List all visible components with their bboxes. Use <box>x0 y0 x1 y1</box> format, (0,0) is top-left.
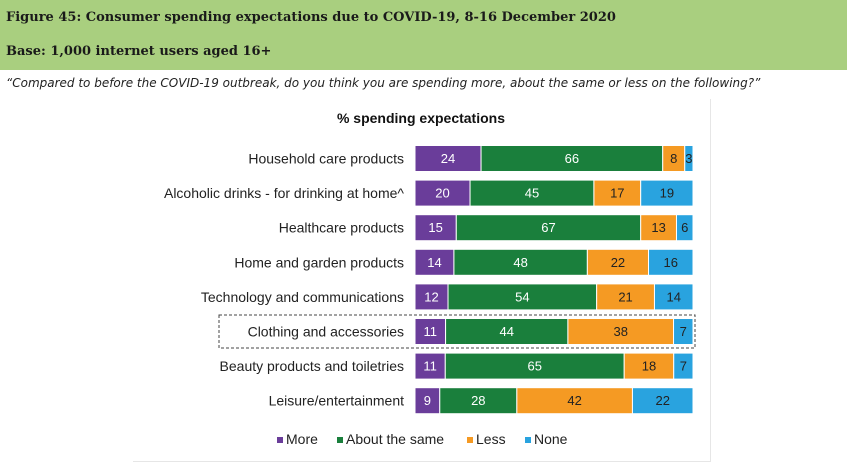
category-label: Household care products <box>248 151 404 167</box>
data-label: 42 <box>567 393 581 408</box>
category-label: Leisure/entertainment <box>269 393 405 409</box>
data-label: 15 <box>428 220 442 235</box>
legend-swatch-less <box>467 437 473 443</box>
category-label: Beauty products and toiletries <box>220 358 404 374</box>
legend-label-more: More <box>286 431 318 447</box>
data-label: 65 <box>527 359 541 374</box>
category-label: Healthcare products <box>279 220 404 236</box>
bar-segment-about-the-same <box>444 352 625 380</box>
data-label: 3 <box>685 151 692 166</box>
data-label: 13 <box>651 220 665 235</box>
legend-swatch-none <box>525 437 531 443</box>
data-label: 66 <box>565 151 579 166</box>
bar-segment-none <box>640 179 694 207</box>
survey-question: “Compared to before the COVID-19 outbrea… <box>6 76 761 90</box>
data-label: 24 <box>441 151 455 166</box>
category-label: Clothing and accessories <box>248 324 404 340</box>
chart-panel: % spending expectations Household care pr… <box>133 99 711 462</box>
chart-title: % spending expectations <box>337 110 505 126</box>
data-label: 14 <box>427 255 441 270</box>
bar-segment-more <box>414 145 482 172</box>
data-label: 7 <box>680 359 687 374</box>
bar-segment-about-the-same <box>469 179 595 207</box>
bar-segment-none <box>631 387 694 415</box>
data-label: 48 <box>513 255 527 270</box>
bar-segment-about-the-same <box>453 248 588 276</box>
bar-segment-about-the-same <box>445 318 569 345</box>
bar-segment-more <box>414 318 447 345</box>
bar-segment-none <box>675 214 694 242</box>
bar-segment-about-the-same <box>480 145 664 172</box>
bar-segment-about-the-same <box>455 214 642 242</box>
legend-swatch-about-the-same <box>337 437 343 443</box>
data-label: 16 <box>664 255 678 270</box>
figure-title: Figure 45: Consumer spending expectation… <box>6 10 616 25</box>
data-label: 11 <box>423 359 437 374</box>
bar-segment-more <box>414 283 449 311</box>
bar-segment-none <box>673 352 694 380</box>
legend-swatch-more <box>277 437 283 443</box>
data-label: 20 <box>435 186 449 201</box>
bar-segment-more <box>414 248 455 276</box>
bar-segment-none <box>673 318 694 345</box>
legend-label-about-the-same: About the same <box>346 431 444 447</box>
data-label: 54 <box>515 289 529 304</box>
bar-segment-more <box>414 352 446 380</box>
data-label: 8 <box>670 151 677 166</box>
data-label: 22 <box>611 255 625 270</box>
category-label: Alcoholic drinks - for drinking at home^ <box>164 185 404 201</box>
category-label: Technology and communications <box>201 289 404 305</box>
data-label: 17 <box>610 186 624 201</box>
data-label: 18 <box>642 359 656 374</box>
data-label: 28 <box>471 393 485 408</box>
figure-base: Base: 1,000 internet users aged 16+ <box>6 44 272 59</box>
bar-segment-less <box>593 179 642 207</box>
bar-segment-less <box>596 283 655 311</box>
bar-segment-more <box>414 179 471 207</box>
figure-header: Figure 45: Consumer spending expectation… <box>0 0 847 70</box>
legend-label-none: None <box>534 431 568 447</box>
data-label: 14 <box>666 289 680 304</box>
bar-segment-none <box>648 248 694 276</box>
legend-label-less: Less <box>476 431 506 447</box>
data-label: 9 <box>424 393 431 408</box>
data-label: 11 <box>424 324 438 339</box>
stacked-bar-chart: % spending expectations Household care pr… <box>164 110 696 447</box>
data-label: 44 <box>500 324 514 339</box>
data-label: 67 <box>541 220 555 235</box>
bar-segment-less <box>586 248 650 276</box>
category-label: Home and garden products <box>234 254 404 270</box>
bar-segment-about-the-same <box>447 283 598 311</box>
data-label: 12 <box>424 289 438 304</box>
data-label: 6 <box>681 220 688 235</box>
highlight-box <box>218 314 696 349</box>
data-label: 7 <box>680 324 687 339</box>
bar-segment-more <box>414 387 441 415</box>
bar-segment-none <box>653 283 694 311</box>
data-label: 38 <box>613 324 627 339</box>
bar-segment-none <box>684 145 694 172</box>
data-label: 45 <box>525 186 539 201</box>
data-label: 22 <box>655 393 669 408</box>
bar-segment-more <box>414 214 457 242</box>
data-label: 19 <box>660 186 674 201</box>
data-label: 21 <box>618 289 632 304</box>
